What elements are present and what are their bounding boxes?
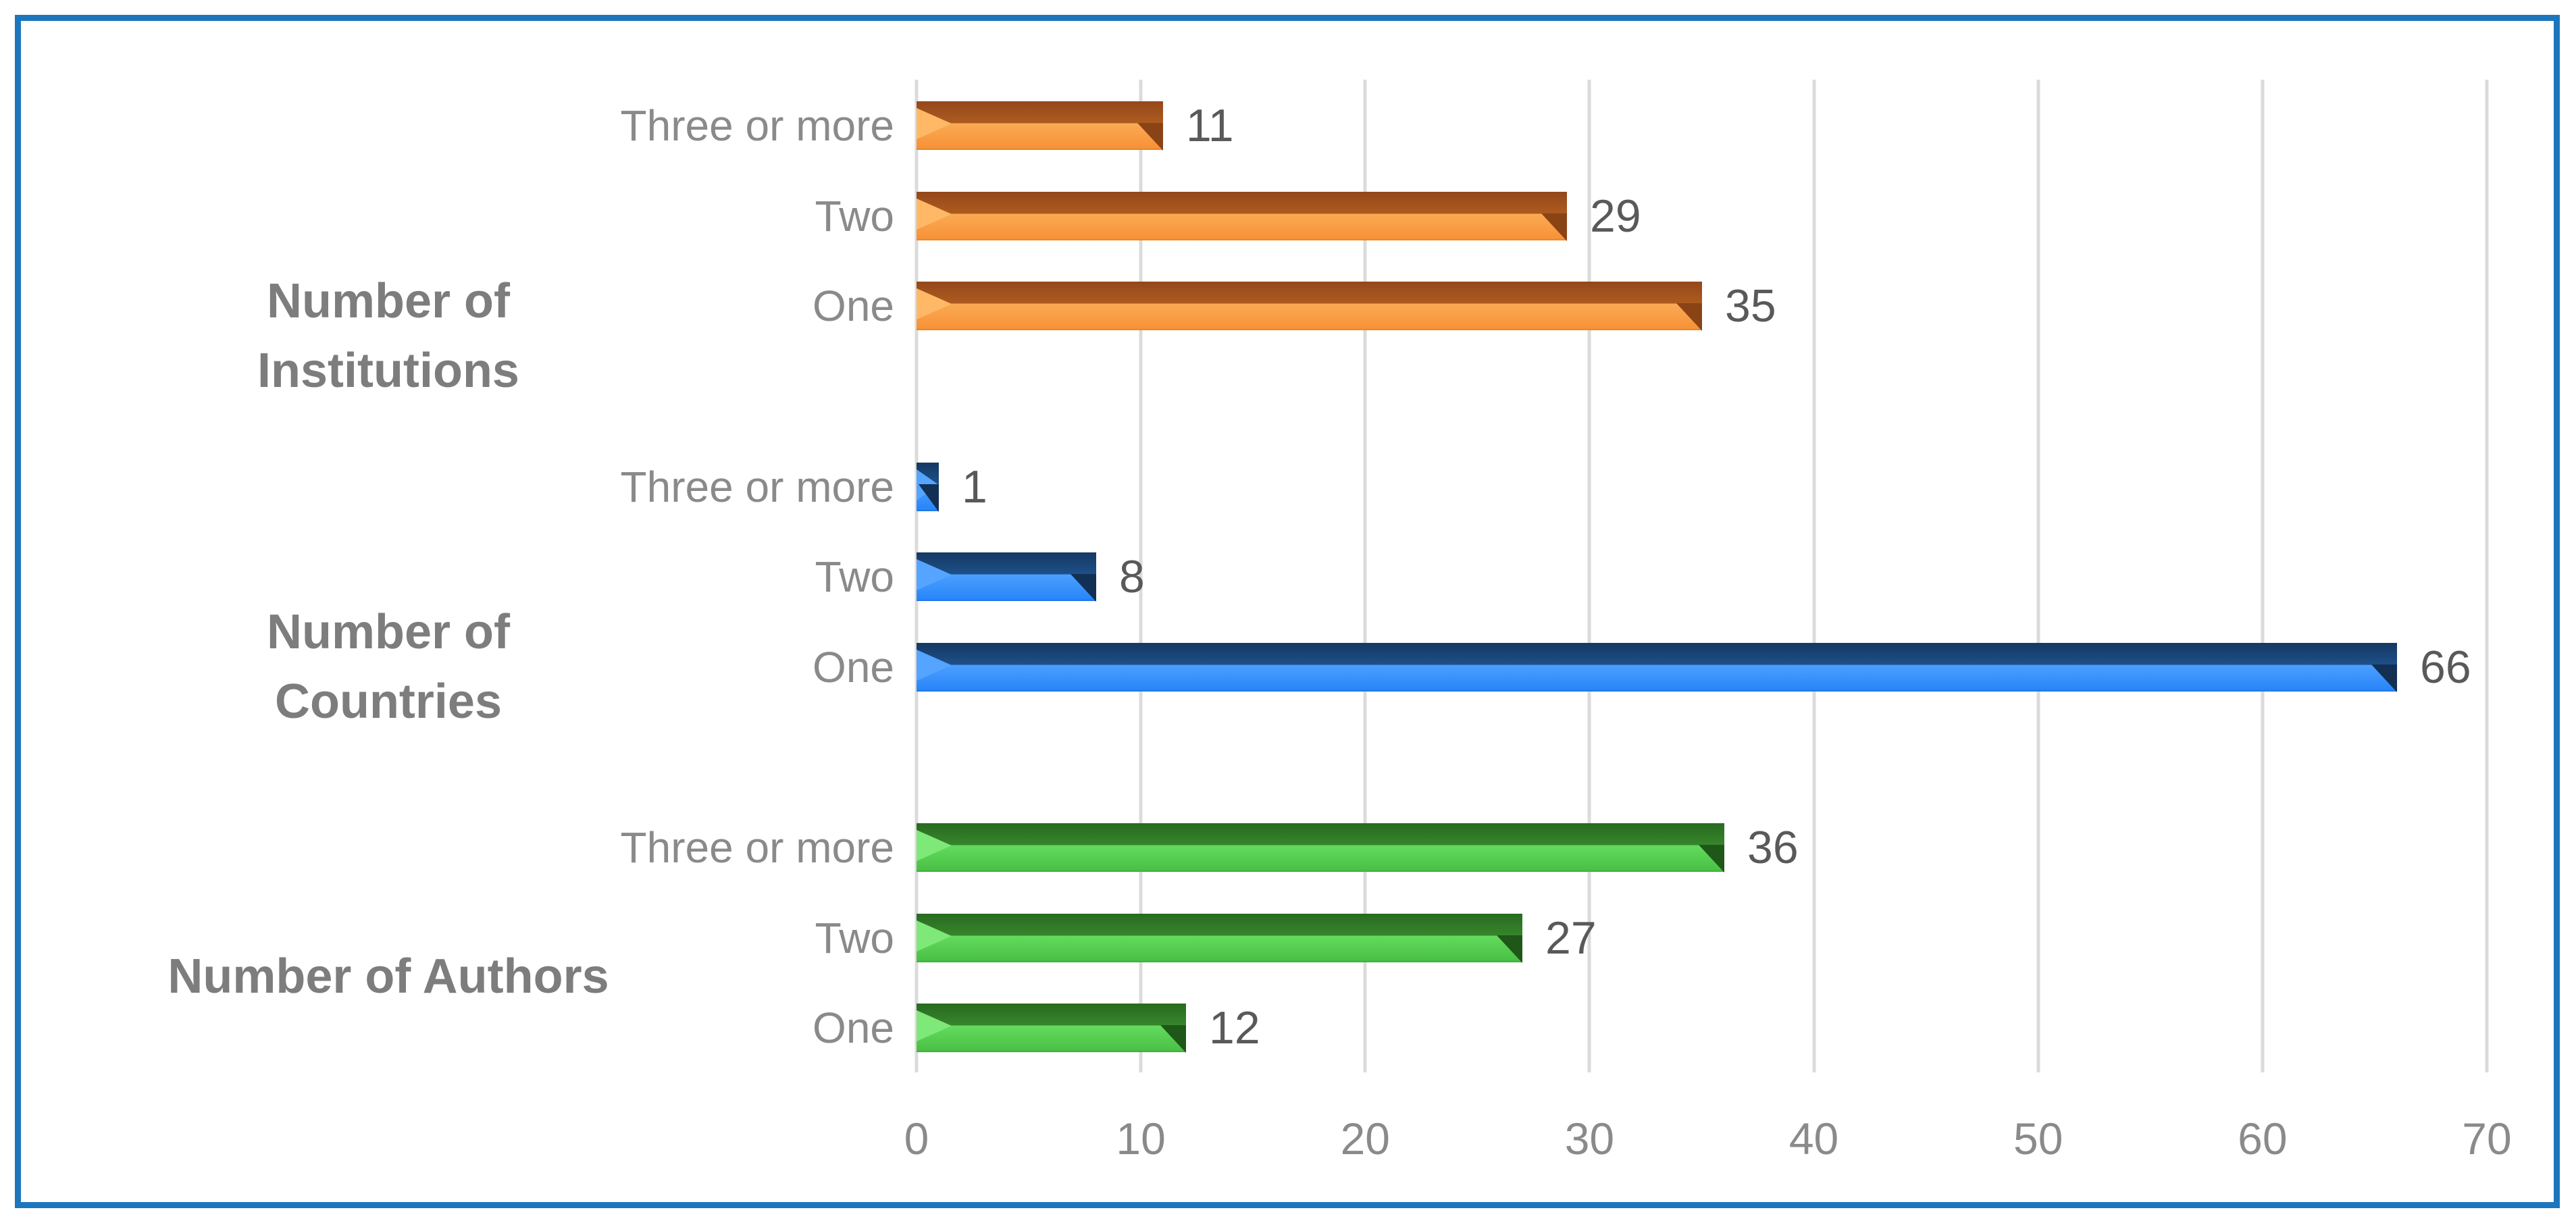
gridline: [2036, 80, 2040, 1072]
value-label: 36: [1747, 822, 1799, 873]
x-tick-label: 70: [2462, 1114, 2512, 1164]
x-tick-label: 50: [2013, 1114, 2063, 1164]
category-label: Two: [815, 552, 894, 601]
gridline: [2261, 80, 2265, 1072]
category-label: One: [813, 643, 894, 692]
value-label: 29: [1590, 190, 1641, 242]
group-label-line: Institutions: [257, 344, 519, 398]
category-label: Two: [815, 192, 894, 240]
x-tick-label: 40: [1788, 1114, 1839, 1164]
gridline: [1587, 80, 1591, 1072]
value-label: 66: [2420, 642, 2471, 693]
value-label: 12: [1209, 1002, 1260, 1053]
category-label: Two: [815, 914, 894, 962]
bar-green-one: [917, 1004, 1186, 1053]
group-label-line: Number of Authors: [168, 949, 609, 1004]
group-label-line: Countries: [274, 675, 503, 729]
value-label: 35: [1725, 280, 1776, 332]
gridline: [1363, 80, 1367, 1072]
x-tick-label: 20: [1340, 1114, 1390, 1164]
group-label: Number of Countries: [0, 598, 777, 737]
bar-blue-one: [917, 643, 2397, 692]
chart-border: [15, 15, 2560, 1208]
bar-green-two: [917, 914, 1522, 963]
x-tick-label: 30: [1564, 1114, 1615, 1164]
bar-orange-three-or-more: [917, 101, 1163, 151]
bar-orange-one: [917, 282, 1702, 331]
bar-orange-two: [917, 192, 1567, 241]
bar-green-three-or-more: [917, 823, 1724, 873]
value-label: 27: [1545, 912, 1597, 964]
bar-blue-three-or-more: [917, 463, 939, 512]
x-tick-label: 60: [2238, 1114, 2288, 1164]
gridline: [1139, 80, 1143, 1072]
value-label: 1: [962, 461, 987, 513]
value-label: 8: [1119, 551, 1145, 602]
category-label: One: [813, 1004, 894, 1052]
category-label: Three or more: [620, 463, 894, 511]
gridline: [1812, 80, 1816, 1072]
group-label-line: Number of: [267, 274, 510, 328]
category-label: One: [813, 282, 894, 330]
value-label: 11: [1186, 100, 1234, 151]
group-label: Number of Institutions: [0, 267, 777, 406]
gridline: [2485, 80, 2489, 1072]
category-label: Three or more: [620, 823, 894, 872]
category-label: Three or more: [620, 101, 894, 150]
group-label-line: Number of: [267, 605, 510, 659]
x-tick-label: 10: [1116, 1114, 1166, 1164]
bar-blue-two: [917, 552, 1096, 602]
group-label: Number of Authors: [0, 942, 777, 1012]
x-tick-label: 0: [904, 1114, 929, 1164]
